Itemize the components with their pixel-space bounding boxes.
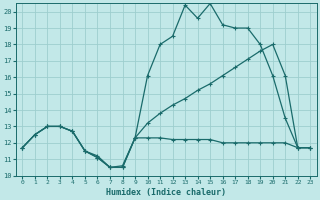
X-axis label: Humidex (Indice chaleur): Humidex (Indice chaleur) xyxy=(106,188,226,197)
